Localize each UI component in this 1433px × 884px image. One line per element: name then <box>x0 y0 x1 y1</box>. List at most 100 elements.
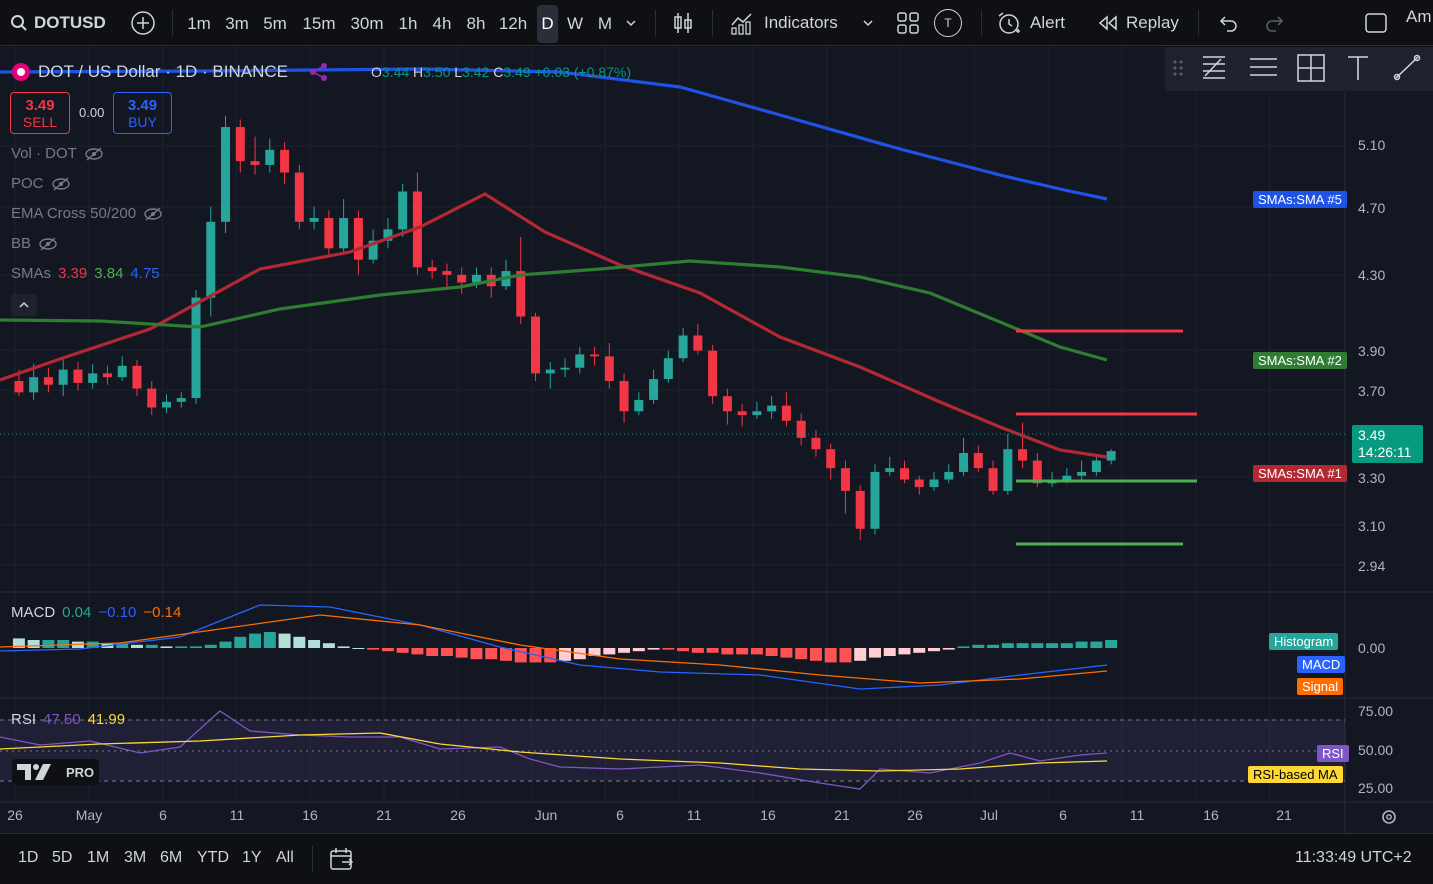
rsi-tag: RSI <box>1317 745 1349 762</box>
indicator-label: BB <box>11 235 32 252</box>
tf-8h[interactable]: 8h <box>466 14 486 33</box>
compare-button[interactable] <box>130 0 156 46</box>
candle-body <box>752 411 762 416</box>
indicator-label: SMAs <box>11 265 52 282</box>
range-5d[interactable]: 5D <box>52 849 73 866</box>
measure-icon[interactable] <box>1297 54 1325 82</box>
symbol-search[interactable]: DOTUSD <box>10 0 106 46</box>
macd-hist-value: 0.04 <box>62 604 92 621</box>
macd-tag: MACD <box>1297 656 1346 673</box>
candle-body <box>398 191 408 230</box>
candle-body <box>900 468 909 480</box>
macd-histogram-bar <box>721 648 734 655</box>
candle-body <box>457 274 467 283</box>
candle-body <box>117 365 127 378</box>
tf-1m[interactable]: 1m <box>187 14 211 33</box>
tf-w[interactable]: W <box>566 14 584 33</box>
range-all[interactable]: All <box>276 849 294 866</box>
tf-30m[interactable]: 30m <box>350 14 384 33</box>
range-1m[interactable]: 1M <box>87 849 110 866</box>
tf-3m[interactable]: 3m <box>225 14 249 33</box>
indicator-smas[interactable]: SMAs 3.39 3.84 4.75 <box>11 265 160 282</box>
macd-histogram-bar <box>809 648 822 661</box>
candle-body <box>191 297 201 399</box>
tf-d[interactable]: D <box>537 5 558 43</box>
tf-1h[interactable]: 1h <box>398 14 418 33</box>
range-1d[interactable]: 1D <box>18 849 39 866</box>
fullscreen-button[interactable] <box>1364 0 1388 46</box>
tf-4h[interactable]: 4h <box>432 14 452 33</box>
macd-histogram-bar <box>1090 641 1103 648</box>
signal-tag: Signal <box>1297 678 1344 695</box>
clock-timezone[interactable]: 11:33:49 UTC+2 <box>1295 849 1412 866</box>
replay-button[interactable]: Replay <box>1097 0 1179 46</box>
chart-settings-button[interactable] <box>1379 807 1399 832</box>
chart-type-button[interactable] <box>670 0 696 46</box>
tf-5m[interactable]: 5m <box>263 14 287 33</box>
candle-body <box>176 398 186 402</box>
chevron-down-icon <box>863 20 873 27</box>
fib-retracement-icon[interactable] <box>1203 56 1225 79</box>
chart-area[interactable]: DOT / US Dollar · 1D · BINANCE O3.44 H3.… <box>0 47 1433 833</box>
indicators-dropdown[interactable] <box>861 0 875 46</box>
sell-button[interactable]: 3.49 SELL <box>10 92 70 134</box>
sma2-line <box>0 259 1108 362</box>
range-1y[interactable]: 1Y <box>242 849 262 866</box>
macd-tick: 0.00 <box>1358 640 1386 656</box>
tradingview-logo[interactable]: PRO <box>12 759 100 785</box>
trend-line-icon[interactable] <box>1393 54 1421 81</box>
tf-12h[interactable]: 12h <box>498 14 528 33</box>
indicator-poc[interactable]: POC <box>11 175 71 192</box>
account-menu[interactable]: Am <box>1406 7 1432 26</box>
redo-button[interactable] <box>1264 0 1286 46</box>
eye-off-icon[interactable] <box>51 176 71 191</box>
candle-body <box>604 356 614 381</box>
eye-off-icon[interactable] <box>38 236 58 251</box>
macd-histogram-bar <box>898 648 911 655</box>
collapse-legend-button[interactable] <box>11 294 37 316</box>
macd-histogram-bar <box>1016 643 1029 648</box>
timeframe-dropdown[interactable] <box>624 0 638 46</box>
text-tool-icon[interactable] <box>1348 56 1368 80</box>
macd-histogram-bar <box>1046 643 1059 648</box>
horizontal-lines-icon[interactable] <box>1250 58 1277 76</box>
time-tick: 16 <box>760 807 776 823</box>
eye-off-icon[interactable] <box>84 146 104 161</box>
macd-histogram-bar <box>278 633 291 648</box>
macd-histogram-bar <box>972 644 985 648</box>
macd-histogram-bar <box>795 648 808 660</box>
indicator-bb[interactable]: BB <box>11 235 58 252</box>
macd-histogram-bar <box>234 636 247 648</box>
candle-body <box>383 229 393 241</box>
drag-handle-icon[interactable] <box>1173 60 1183 76</box>
chart-canvas[interactable] <box>0 47 1433 833</box>
tf-m[interactable]: M <box>597 14 613 33</box>
divider <box>312 846 313 872</box>
layouts-button[interactable] <box>896 0 920 46</box>
price-tick: 3.70 <box>1358 383 1386 399</box>
close-label: C <box>493 64 504 80</box>
goto-date-button[interactable] <box>328 846 354 877</box>
tf-15m[interactable]: 15m <box>302 14 336 33</box>
range-3m[interactable]: 3M <box>124 849 147 866</box>
sma2-value: 3.84 <box>94 265 124 282</box>
indicator-ema-cross[interactable]: EMA Cross 50/200 <box>11 205 163 222</box>
candle-body <box>516 271 526 317</box>
candle-body <box>427 267 437 272</box>
alert-button[interactable]: Alert <box>996 0 1065 46</box>
macd-histogram-bar <box>337 646 350 648</box>
divider <box>1198 10 1199 36</box>
rewind-icon <box>1098 15 1117 31</box>
low-label: L <box>454 64 463 80</box>
indicators-button[interactable]: Indicators <box>729 0 838 46</box>
indicator-vol[interactable]: Vol · DOT <box>11 145 104 162</box>
eye-off-icon[interactable] <box>143 206 163 221</box>
buy-button[interactable]: 3.49 BUY <box>113 92 172 134</box>
macd-histogram-bar <box>381 648 394 652</box>
undo-button[interactable] <box>1217 0 1239 46</box>
share-icon[interactable] <box>309 62 329 82</box>
macd-histogram-bar <box>632 648 645 652</box>
templates-button[interactable]: T <box>934 0 962 46</box>
range-6m[interactable]: 6M <box>160 849 183 866</box>
range-ytd[interactable]: YTD <box>197 849 229 866</box>
